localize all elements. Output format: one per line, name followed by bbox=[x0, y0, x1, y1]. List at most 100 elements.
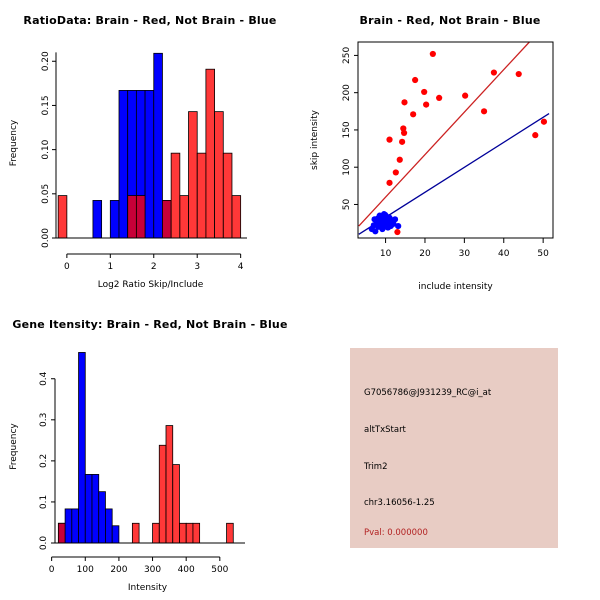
scatter-point bbox=[396, 156, 403, 163]
ratio-hist-content bbox=[57, 52, 242, 239]
y-tick-label: 0.05 bbox=[41, 184, 51, 204]
gene-hist-axes: 0.0 0.1 0.2 0.3 0.4 0 100 200 300 400 500 Intensity… bbox=[9, 371, 245, 593]
gene-hist-content bbox=[57, 352, 234, 544]
y-tick-label: 200 bbox=[342, 84, 352, 101]
histogram-bar bbox=[165, 425, 174, 544]
scatter-point bbox=[462, 92, 469, 99]
histogram-bar bbox=[78, 352, 86, 544]
histogram-bar bbox=[91, 474, 100, 544]
event-type-text: altTxStart bbox=[364, 425, 406, 435]
scatter-point bbox=[429, 50, 436, 58]
scatter-point bbox=[515, 70, 522, 78]
scatter-point bbox=[395, 222, 402, 230]
y-tick-label: 0.3 bbox=[39, 413, 49, 427]
x-tick-label: 1 bbox=[107, 262, 113, 272]
scatter-point bbox=[401, 99, 408, 106]
y-tick-label: 0.1 bbox=[39, 495, 49, 509]
regression-line bbox=[358, 42, 530, 227]
scatter-point bbox=[532, 132, 539, 139]
gene-info-panel: G7056786@J931239_RC@i_at altTxStart Trim… bbox=[350, 348, 558, 548]
scatter-point bbox=[382, 211, 389, 218]
x-tick-label: 300 bbox=[144, 565, 161, 575]
x-axis-label: Intensity bbox=[128, 583, 168, 593]
gene-symbol-text: Trim2 bbox=[364, 462, 388, 472]
y-tick-label: 50 bbox=[342, 198, 352, 210]
probe-id-text: G7056786@J931239_RC@i_at bbox=[364, 388, 492, 398]
plot-frame bbox=[357, 41, 554, 239]
histogram-bar bbox=[131, 522, 140, 544]
histogram-bar bbox=[135, 195, 146, 239]
histogram-bar bbox=[105, 508, 113, 544]
x-tick-label: 200 bbox=[110, 565, 127, 575]
gene-histogram-title: Gene Itensity: Brain - Red, Not Brain - … bbox=[12, 318, 288, 331]
ratio-histogram-title: RatioData: Brain - Red, Not Brain - Blue bbox=[23, 14, 277, 27]
histogram-bar bbox=[222, 152, 233, 239]
scatter-panel: Brain - Red, Not Brain - Blue 50 100 150 20… bbox=[300, 0, 600, 300]
histogram-bar bbox=[153, 52, 163, 239]
scatter-point bbox=[400, 129, 408, 137]
histogram-bar bbox=[185, 522, 194, 544]
scatter-point bbox=[371, 216, 378, 223]
x-tick-label: 3 bbox=[194, 262, 200, 272]
histogram-bar bbox=[57, 195, 68, 239]
scatter-title: Brain - Red, Not Brain - Blue bbox=[359, 14, 541, 27]
scatter-point bbox=[375, 221, 382, 228]
scatter-plot: 50 100 150 200 250 10 20 30 40 50 include intensit… bbox=[310, 41, 554, 292]
histogram-bar bbox=[57, 522, 66, 544]
y-tick-label: 250 bbox=[342, 47, 352, 64]
scatter-point bbox=[391, 216, 399, 223]
y-tick-label: 150 bbox=[342, 121, 352, 138]
scatter-point bbox=[372, 228, 379, 235]
x-tick-label: 100 bbox=[77, 565, 94, 575]
x-tick-label: 10 bbox=[380, 249, 392, 259]
pval-text: Pval: 0.000000 bbox=[364, 528, 428, 538]
scatter-point bbox=[490, 69, 498, 76]
scatter-point bbox=[421, 88, 428, 96]
scatter-point bbox=[399, 138, 406, 145]
ratio-hist-axes: 0.00 0.05 0.10 0.15 0.20 0 1 2 3 4 Log2 Ratio Skip… bbox=[9, 51, 247, 290]
histogram-bar bbox=[226, 522, 234, 544]
ratio-histogram-plot: 0.00 0.05 0.10 0.15 0.20 0 1 2 3 4 Log2 Ratio Skip… bbox=[9, 51, 247, 290]
scatter-point bbox=[392, 169, 399, 176]
x-tick-label: 20 bbox=[419, 249, 431, 259]
x-tick-label: 2 bbox=[151, 262, 157, 272]
scatter-point bbox=[410, 111, 417, 118]
histogram-bar bbox=[98, 491, 106, 544]
gene-histogram-plot: 0.0 0.1 0.2 0.3 0.4 0 100 200 300 400 500 Intensity… bbox=[9, 352, 245, 593]
x-tick-label: 4 bbox=[238, 262, 244, 272]
scatter-point bbox=[436, 94, 443, 101]
locus-text: chr3.16056-1.25 bbox=[364, 498, 435, 508]
histogram-bar bbox=[84, 474, 93, 544]
x-axis-label: Log2 Ratio Skip/Include bbox=[98, 280, 204, 290]
histogram-bar bbox=[144, 90, 155, 239]
scatter-point bbox=[386, 179, 393, 186]
histogram-bar bbox=[109, 200, 120, 239]
histogram-bar bbox=[127, 195, 137, 239]
x-tick-label: 400 bbox=[178, 565, 195, 575]
x-tick-label: 40 bbox=[498, 249, 510, 259]
scatter-point bbox=[386, 136, 393, 143]
y-tick-label: 0.10 bbox=[41, 139, 51, 159]
ratio-histogram-panel: RatioData: Brain - Red, Not Brain - Blue… bbox=[0, 0, 300, 300]
y-tick-label: 0.00 bbox=[41, 228, 51, 248]
histogram-bar bbox=[179, 195, 189, 239]
y-tick-label: 100 bbox=[342, 158, 352, 175]
scatter-point bbox=[540, 118, 548, 125]
scatter-axes: 50 100 150 200 250 10 20 30 40 50 include intensit… bbox=[310, 41, 554, 292]
histogram-bar bbox=[188, 111, 198, 239]
histogram-bar bbox=[64, 508, 73, 544]
x-tick-label: 30 bbox=[459, 249, 471, 259]
histogram-bar bbox=[92, 200, 103, 239]
x-tick-label: 0 bbox=[49, 565, 55, 575]
histogram-bar bbox=[214, 111, 224, 239]
scatter-point bbox=[480, 108, 488, 115]
regression-line bbox=[358, 112, 550, 235]
histogram-bar bbox=[179, 522, 187, 544]
histogram-bar bbox=[158, 444, 167, 544]
y-axis-label: Frequency bbox=[9, 119, 19, 166]
scatter-point bbox=[423, 101, 430, 108]
histogram-bar bbox=[172, 464, 180, 544]
histogram-bar bbox=[152, 522, 160, 544]
histogram-bar bbox=[118, 90, 129, 239]
y-tick-label: 0.0 bbox=[39, 536, 49, 551]
